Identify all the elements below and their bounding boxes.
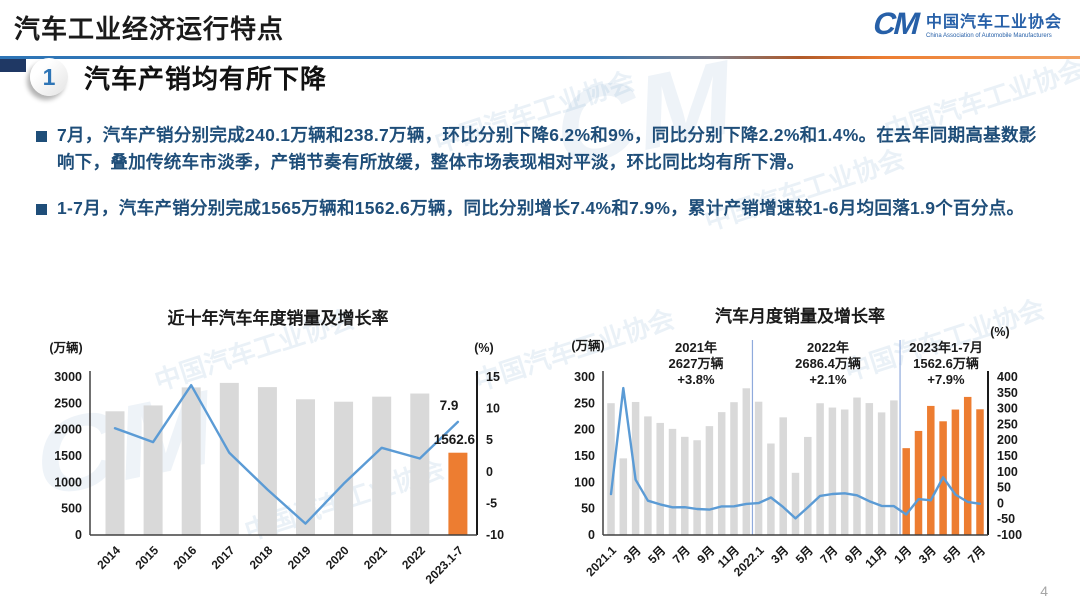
- svg-text:2021年: 2021年: [675, 340, 717, 355]
- svg-text:3000: 3000: [54, 370, 82, 384]
- svg-text:3月: 3月: [621, 543, 644, 566]
- svg-text:2021: 2021: [361, 543, 390, 572]
- svg-text:0: 0: [75, 528, 82, 542]
- svg-text:350: 350: [997, 386, 1018, 400]
- svg-text:200: 200: [997, 433, 1018, 447]
- svg-text:汽车月度销量及增长率: 汽车月度销量及增长率: [715, 306, 885, 326]
- svg-text:1500: 1500: [54, 449, 82, 463]
- svg-text:5月: 5月: [793, 543, 816, 566]
- svg-text:250: 250: [574, 396, 595, 410]
- svg-text:10: 10: [486, 402, 500, 416]
- svg-text:3月: 3月: [768, 543, 791, 566]
- svg-text:7月: 7月: [817, 543, 840, 566]
- svg-text:2018: 2018: [247, 543, 276, 572]
- svg-text:2022年: 2022年: [807, 340, 849, 355]
- annual-sales-chart: 近十年汽车年度销量及增长率(万辆) (%)30002500200015001000…: [49, 308, 504, 587]
- svg-text:500: 500: [61, 502, 82, 516]
- svg-text:50: 50: [997, 481, 1011, 495]
- svg-text:0: 0: [588, 528, 595, 542]
- svg-text:2686.4万辆: 2686.4万辆: [795, 356, 861, 371]
- caam-logo: CM 中国汽车工业协会 China Association of Automob…: [869, 6, 1062, 41]
- svg-text:100: 100: [997, 465, 1018, 479]
- svg-text:300: 300: [574, 370, 595, 384]
- svg-text:(%): (%): [474, 341, 493, 355]
- bullet-text: 7月，汽车产销分别完成240.1万辆和238.7万辆，环比分别下降6.2%和9%…: [57, 125, 1037, 172]
- svg-text:0: 0: [486, 465, 493, 479]
- svg-text:1月: 1月: [891, 543, 914, 566]
- svg-text:2021.1: 2021.1: [583, 543, 619, 579]
- svg-text:400: 400: [997, 370, 1018, 384]
- svg-text:2019: 2019: [285, 543, 314, 572]
- svg-text:3月: 3月: [916, 543, 939, 566]
- svg-text:7.9: 7.9: [440, 398, 459, 413]
- svg-text:1000: 1000: [54, 475, 82, 489]
- caam-logo-mark-icon: CM: [869, 6, 923, 41]
- svg-text:150: 150: [574, 449, 595, 463]
- section-number-badge: 1: [30, 58, 68, 96]
- header-divider: [0, 56, 1080, 59]
- svg-text:+7.9%: +7.9%: [927, 372, 965, 387]
- svg-text:2023.1-7: 2023.1-7: [423, 543, 467, 587]
- bullet-item: 7月，汽车产销分别完成240.1万辆和238.7万辆，环比分别下降6.2%和9%…: [36, 122, 1050, 176]
- page-title: 汽车工业经济运行特点: [14, 14, 285, 44]
- svg-text:5: 5: [486, 433, 493, 447]
- svg-text:近十年汽车年度销量及增长率: 近十年汽车年度销量及增长率: [168, 308, 389, 328]
- svg-text:15: 15: [486, 370, 500, 384]
- svg-text:7月: 7月: [670, 543, 693, 566]
- svg-text:2500: 2500: [54, 396, 82, 410]
- bullet-text: 1-7月，汽车产销分别完成1565万辆和1562.6万辆，同比分别增长7.4%和…: [57, 198, 1025, 218]
- section-header: 1 汽车产销均有所下降: [30, 58, 327, 96]
- org-name-cn: 中国汽车工业协会: [925, 14, 1062, 31]
- svg-text:250: 250: [997, 417, 1018, 431]
- svg-text:7月: 7月: [965, 543, 988, 566]
- svg-text:-100: -100: [997, 528, 1022, 542]
- svg-text:(%): (%): [990, 325, 1009, 339]
- svg-text:(万辆): (万辆): [571, 338, 604, 353]
- svg-text:50: 50: [581, 502, 595, 516]
- svg-text:5月: 5月: [645, 543, 668, 566]
- svg-text:100: 100: [574, 475, 595, 489]
- svg-text:2023年1-7月: 2023年1-7月: [909, 340, 983, 355]
- svg-text:1562.6: 1562.6: [434, 432, 476, 447]
- svg-text:+2.1%: +2.1%: [809, 372, 847, 387]
- svg-text:2017: 2017: [209, 543, 238, 572]
- svg-text:1562.6万辆: 1562.6万辆: [913, 356, 979, 371]
- bullet-list: 7月，汽车产销分别完成240.1万辆和238.7万辆，环比分别下降6.2%和9%…: [36, 122, 1050, 241]
- svg-text:300: 300: [997, 402, 1018, 416]
- svg-text:2020: 2020: [323, 543, 352, 572]
- svg-text:+3.8%: +3.8%: [677, 372, 715, 387]
- svg-text:2015: 2015: [132, 543, 161, 572]
- monthly-sales-chart: 汽车月度销量及增长率(万辆)(%)30025020015010050040035…: [571, 306, 1022, 579]
- svg-text:9月: 9月: [694, 543, 717, 566]
- bullet-item: 1-7月，汽车产销分别完成1565万辆和1562.6万辆，同比分别增长7.4%和…: [36, 195, 1050, 222]
- svg-text:2016: 2016: [171, 543, 200, 572]
- accent-chip: [0, 59, 26, 72]
- svg-text:2000: 2000: [54, 423, 82, 437]
- svg-text:-10: -10: [486, 528, 504, 542]
- org-name-en: China Association of Automobile Manufact…: [925, 33, 1052, 39]
- svg-text:2014: 2014: [94, 543, 123, 572]
- svg-text:150: 150: [997, 449, 1018, 463]
- section-heading: 汽车产销均有所下降: [84, 63, 328, 94]
- svg-text:-5: -5: [486, 496, 497, 510]
- svg-text:5月: 5月: [940, 543, 963, 566]
- svg-text:2627万辆: 2627万辆: [669, 356, 724, 371]
- bullet-square-icon: [36, 131, 47, 142]
- svg-text:11月: 11月: [862, 543, 889, 570]
- svg-text:2022: 2022: [399, 543, 428, 572]
- page-number: 4: [1040, 583, 1048, 599]
- bullet-square-icon: [36, 204, 47, 215]
- svg-text:9月: 9月: [842, 543, 865, 566]
- svg-text:(万辆): (万辆): [49, 340, 82, 355]
- svg-text:0: 0: [997, 496, 1004, 510]
- svg-text:200: 200: [574, 423, 595, 437]
- svg-text:-50: -50: [997, 512, 1015, 526]
